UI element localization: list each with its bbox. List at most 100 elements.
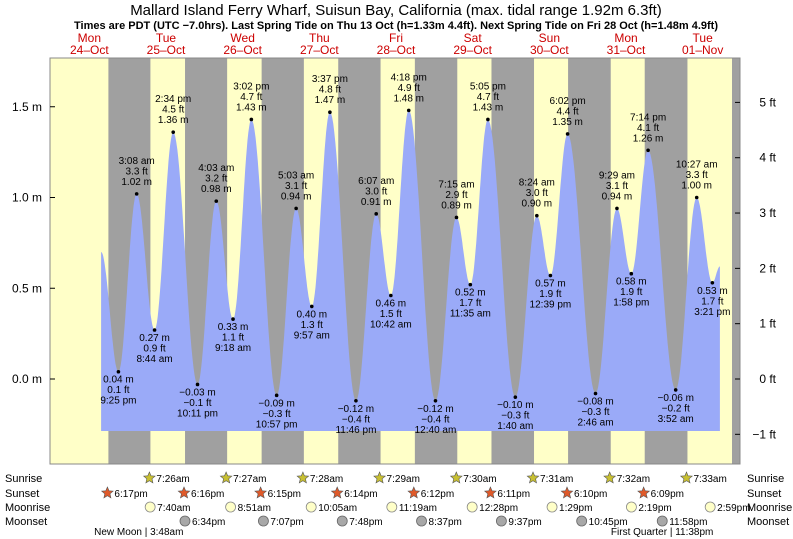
low-tide-label: 0.33 m — [218, 322, 249, 333]
day-date: 26–Oct — [223, 43, 262, 57]
low-tide-label: 0.9 ft — [143, 343, 165, 354]
moonrise-time: 12:28pm — [479, 503, 518, 514]
sunrise-time: 7:28am — [310, 474, 343, 485]
sunrise-time: 7:31am — [540, 474, 573, 485]
sunrise-icon — [373, 471, 387, 484]
sun-moon-events: 7:26am 7:27am 7:28am 7:29am 7:30am 7:31am 7:32… — [100, 471, 751, 528]
low-tide-label: −0.09 m — [258, 398, 294, 409]
chart-title: Mallard Island Ferry Wharf, Suisun Bay, … — [130, 2, 662, 19]
high-tide-label: 1.47 m — [315, 95, 346, 106]
day-date: 30–Oct — [530, 43, 569, 57]
sunset-time: 6:17pm — [114, 489, 147, 500]
high-tide-label: 7:14 pm — [630, 112, 666, 123]
high-tide-point — [328, 110, 332, 114]
day-name: Sun — [539, 31, 560, 45]
high-tide-point — [535, 213, 539, 218]
high-tide-label: 4.8 ft — [319, 85, 341, 96]
day-name: Fri — [389, 31, 403, 45]
right-tick-label: 3 ft — [759, 206, 776, 220]
high-tide-point — [134, 192, 139, 196]
moonset-icon — [576, 515, 588, 527]
moonrise-time: 8:51am — [238, 503, 271, 514]
high-tide-label: 6:02 pm — [550, 96, 586, 107]
high-tide-label: 3.0 ft — [526, 188, 548, 199]
day-name: Mon — [78, 31, 101, 45]
event-row-labels: Sunrise Sunrise Sunset Sunset Moonrise Moonri… — [5, 473, 792, 528]
low-tide-label: 1:40 am — [497, 421, 533, 432]
sunrise-icon — [449, 471, 463, 484]
row-label-left: Sunrise — [5, 473, 42, 485]
low-tide-point — [309, 304, 314, 309]
left-tick-label: 0.0 m — [12, 372, 42, 386]
high-tide-label: 4.7 ft — [477, 92, 499, 103]
sunset-icon — [100, 486, 114, 499]
high-tide-point — [694, 195, 699, 200]
moonrise-icon — [626, 501, 637, 513]
moonset-time: 11:58pm — [669, 517, 707, 528]
low-tide-label: 11:35 am — [450, 309, 491, 320]
right-tick-label: 1 ft — [759, 317, 776, 331]
high-tide-label: 5:05 pm — [470, 81, 506, 92]
low-tide-point — [468, 282, 473, 287]
low-tide-label: 10:42 am — [370, 320, 412, 331]
sunset-time: 6:16pm — [191, 489, 224, 500]
low-tide-label: 0.52 m — [455, 288, 486, 299]
row-label-right: Sunrise — [747, 473, 784, 485]
low-tide-label: 12:40 am — [415, 425, 457, 436]
sunset-icon — [560, 486, 574, 499]
sunset-time: 6:14pm — [344, 489, 377, 500]
moonset-time: 7:07pm — [270, 517, 303, 528]
high-tide-label: 9:29 am — [599, 170, 635, 181]
high-tide-label: 0.94 m — [602, 191, 633, 202]
right-tick-label: 0 ft — [759, 372, 776, 386]
low-tide-label: 10:57 pm — [256, 419, 298, 430]
day-name: Wed — [230, 31, 254, 45]
day-date: 24–Oct — [70, 43, 109, 57]
tide-water-area — [101, 110, 720, 432]
high-tide-label: 8:24 am — [519, 178, 555, 189]
row-label-right: Moonrise — [747, 502, 792, 514]
high-tide-label: 2:34 pm — [155, 94, 191, 105]
sunrise-time: 7:29am — [387, 474, 420, 485]
moonrise-icon — [305, 501, 317, 513]
moonset-time: 8:37pm — [429, 517, 462, 528]
low-tide-point — [231, 317, 235, 321]
moonset-icon — [495, 515, 507, 527]
high-tide-label: 4.7 ft — [240, 92, 262, 103]
high-tide-point — [454, 215, 459, 220]
moonrise-time: 1:29pm — [559, 503, 592, 514]
left-tick-label: 0.5 m — [12, 281, 42, 295]
night-band — [732, 58, 740, 464]
moonset-time: 7:48pm — [349, 517, 382, 528]
low-tide-label: 0.58 m — [616, 277, 647, 288]
tide-labels: 0.04 m0.1 ft9:25 pm3:08 am3.3 ft1.02 m0.… — [100, 72, 730, 435]
high-tide-label: 0.94 m — [281, 191, 312, 202]
high-tide-point — [249, 117, 254, 122]
high-tide-point — [646, 148, 650, 153]
sunrise-time: 7:26am — [156, 474, 189, 485]
sunset-icon — [407, 486, 421, 499]
left-tick-label: 1.0 m — [12, 191, 42, 205]
day-name: Sat — [464, 31, 483, 45]
day-date: 31–Oct — [607, 43, 646, 57]
low-tide-point — [548, 273, 553, 278]
low-tide-label: −0.12 m — [417, 404, 453, 415]
low-tide-label: −0.3 ft — [501, 411, 529, 422]
high-tide-point — [171, 130, 176, 134]
low-tide-label: 1.3 ft — [301, 320, 323, 331]
low-tide-label: 10:11 pm — [177, 408, 218, 419]
high-tide-label: 3.1 ft — [606, 181, 628, 192]
moonset-time: 6:34pm — [192, 517, 225, 528]
low-tide-label: 1.9 ft — [620, 287, 642, 298]
low-tide-label: 0.40 m — [296, 309, 327, 320]
moonrise-icon — [144, 501, 156, 513]
sunset-icon — [177, 486, 191, 499]
high-tide-label: 4.1 ft — [637, 123, 659, 134]
high-tide-label: 3.0 ft — [365, 186, 387, 197]
high-tide-label: 3:02 pm — [233, 81, 269, 92]
low-tide-point — [389, 293, 393, 298]
low-tide-point — [433, 398, 438, 403]
low-tide-label: −0.06 m — [657, 393, 693, 404]
high-tide-label: 4:03 am — [198, 163, 234, 174]
